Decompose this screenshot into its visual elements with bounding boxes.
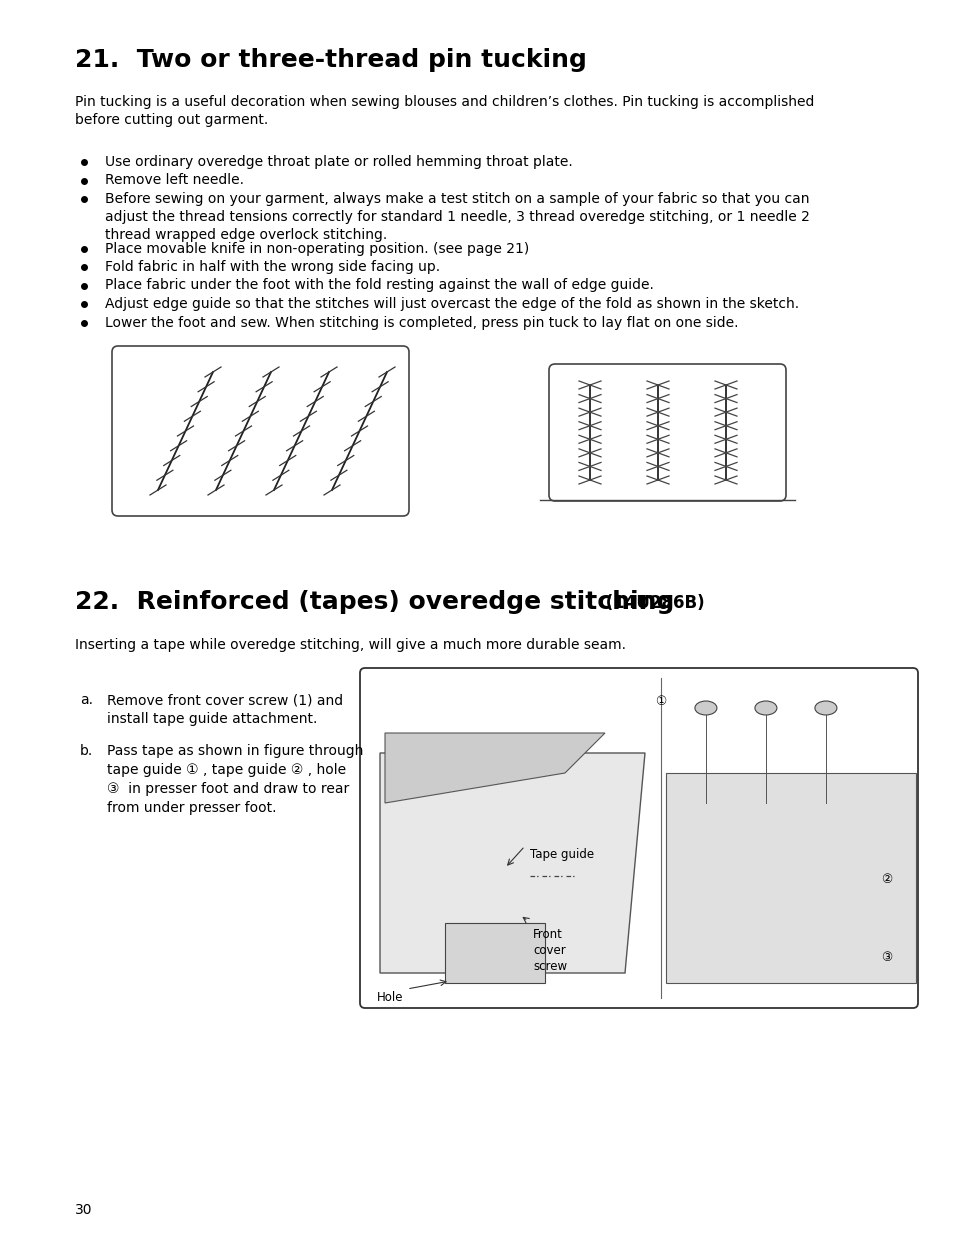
Text: (14U286B): (14U286B) — [599, 594, 704, 613]
Text: Adjust edge guide so that the stitches will just overcast the edge of the fold a: Adjust edge guide so that the stitches w… — [105, 296, 799, 311]
Text: Before sewing on your garment, always make a test stitch on a sample of your fab: Before sewing on your garment, always ma… — [105, 191, 809, 242]
Ellipse shape — [754, 701, 776, 715]
Polygon shape — [665, 773, 915, 983]
Ellipse shape — [814, 701, 836, 715]
Text: ②: ② — [880, 873, 891, 885]
Text: Front
cover
screw: Front cover screw — [533, 927, 566, 973]
Polygon shape — [379, 753, 644, 973]
Text: b.: b. — [80, 743, 93, 758]
Ellipse shape — [694, 701, 716, 715]
Text: Hole: Hole — [376, 990, 403, 1004]
Text: 22.  Reinforced (tapes) overedge stitching: 22. Reinforced (tapes) overedge stitchin… — [75, 590, 674, 614]
Polygon shape — [444, 923, 544, 983]
Text: 21.  Two or three-thread pin tucking: 21. Two or three-thread pin tucking — [75, 48, 586, 72]
Text: Remove front cover screw (1) and
install tape guide attachment.: Remove front cover screw (1) and install… — [107, 693, 343, 726]
Text: a.: a. — [80, 693, 92, 706]
Text: Place movable knife in non-operating position. (see page 21): Place movable knife in non-operating pos… — [105, 242, 529, 256]
Polygon shape — [385, 734, 604, 803]
Text: 30: 30 — [75, 1203, 92, 1216]
Text: Place fabric under the foot with the fold resting against the wall of edge guide: Place fabric under the foot with the fol… — [105, 279, 653, 293]
Text: Remove left needle.: Remove left needle. — [105, 173, 244, 188]
Text: Fold fabric in half with the wrong side facing up.: Fold fabric in half with the wrong side … — [105, 261, 439, 274]
Text: Pin tucking is a useful decoration when sewing blouses and children’s clothes. P: Pin tucking is a useful decoration when … — [75, 95, 814, 127]
Text: ①: ① — [655, 695, 665, 708]
Text: Use ordinary overedge throat plate or rolled hemming throat plate.: Use ordinary overedge throat plate or ro… — [105, 156, 572, 169]
Text: Tape guide: Tape guide — [530, 848, 594, 861]
FancyBboxPatch shape — [359, 668, 917, 1008]
Text: Inserting a tape while overedge stitching, will give a much more durable seam.: Inserting a tape while overedge stitchin… — [75, 638, 625, 652]
FancyBboxPatch shape — [548, 364, 785, 501]
Text: Lower the foot and sew. When stitching is completed, press pin tuck to lay flat : Lower the foot and sew. When stitching i… — [105, 315, 738, 330]
FancyBboxPatch shape — [112, 346, 409, 516]
Text: ③: ③ — [880, 951, 891, 965]
Text: Pass tape as shown in figure through
tape guide ① , tape guide ② , hole
③  in pr: Pass tape as shown in figure through tap… — [107, 743, 363, 815]
